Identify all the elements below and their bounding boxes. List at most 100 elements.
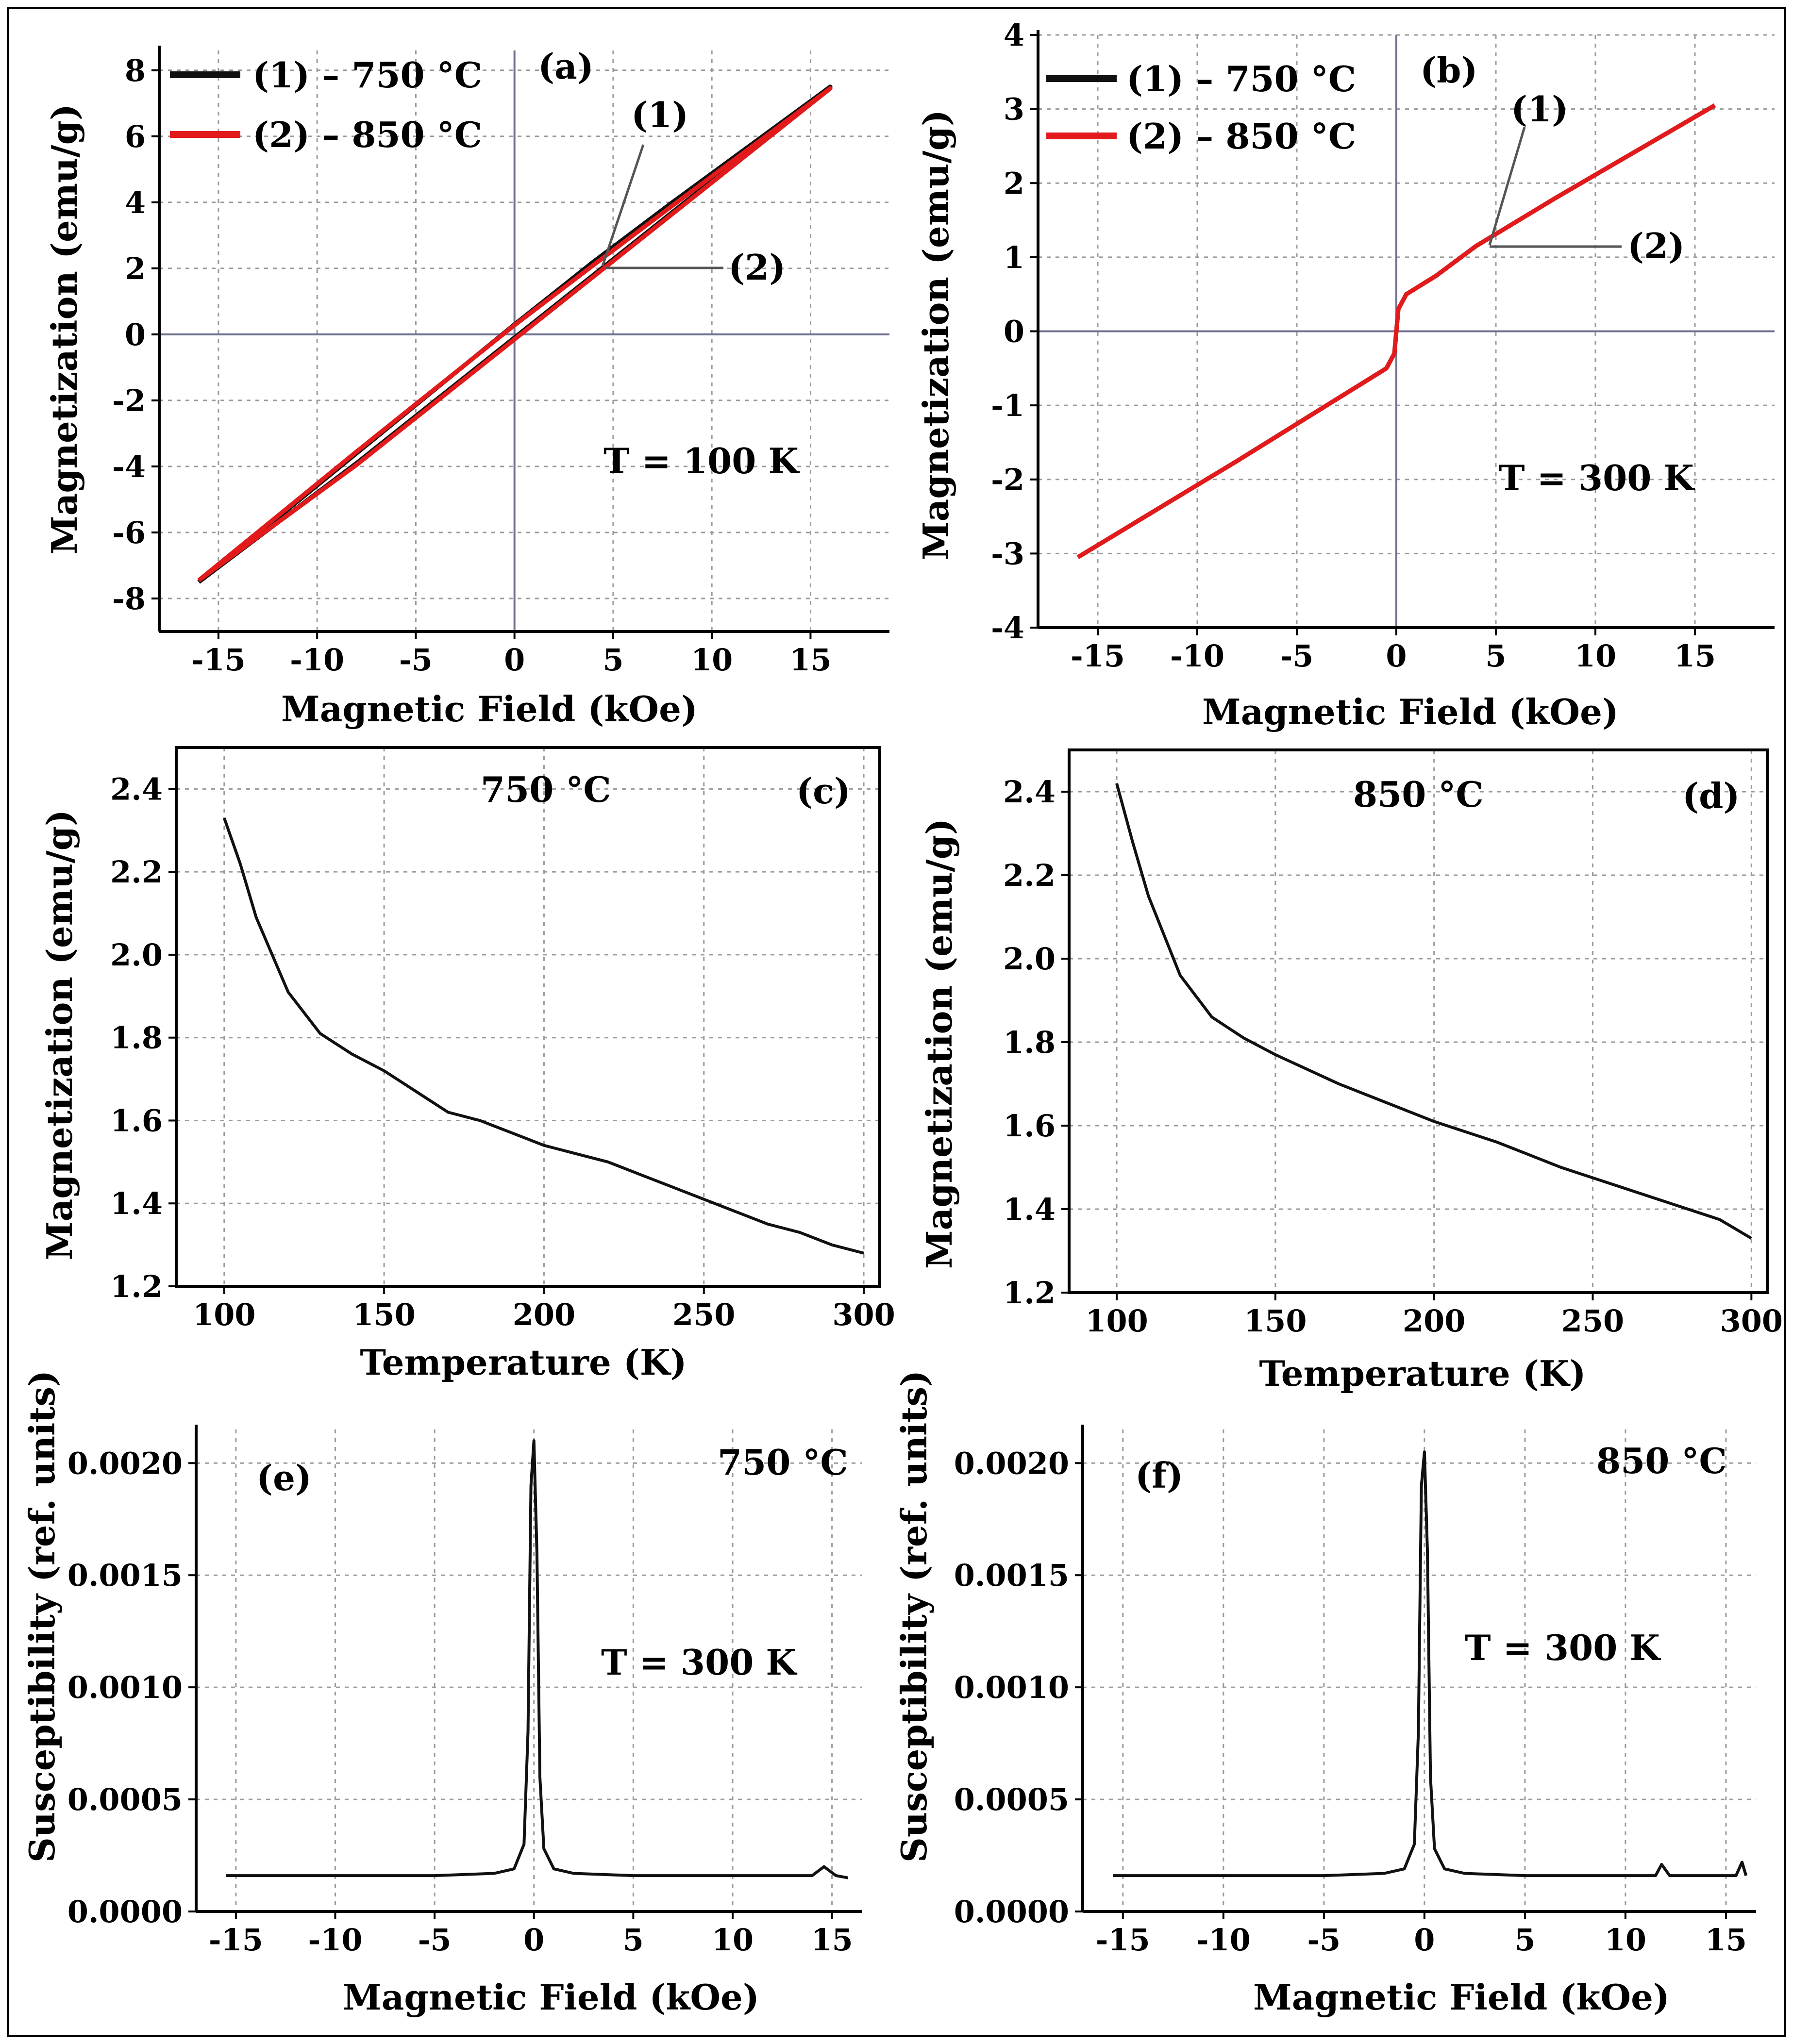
panel-a-xtick-label-1: -10 [290,642,344,678]
panel-d-frame [1068,748,1769,1294]
panel-d-ticks: 100 150 200 250 300 1.2 1.4 1.6 1.8 2.0 2.2 2.4 [1003,774,1783,1339]
panel-b-xtick-label-3: 0 [1386,638,1407,674]
panel-b-ytick-label-3: -1 [991,388,1024,423]
panel-c-xtick-label-0: 100 [193,1297,255,1332]
panel-a: -15 -10 -5 0 5 10 15 -8 -6 -4 -2 0 2 4 6 8 Magnetic Fie… [44,46,889,730]
panel-a-callout-2: (2) [728,247,786,288]
panel-b-ytick-label-1: -3 [991,536,1024,571]
panel-f-xlabel: Magnetic Field (kOe) [1253,1977,1670,2018]
panel-a-ylabel: Magnetization (emu/g) [44,104,85,554]
panel-c-series-1-line [222,817,864,1255]
panel-c-ticks: 100 150 200 250 300 1.2 1.4 1.6 1.8 2.0 2.2 2.4 [110,771,895,1332]
panel-a-xtick-label-2: -5 [399,642,433,678]
panel-b-xtick-label-0: -15 [1071,638,1125,674]
panel-b-xtick-label-5: 10 [1575,638,1616,674]
panel-b-callout-2: (2) [1627,225,1685,266]
panel-b-series-2-line [1076,103,1716,559]
panel-f-ytick-label-3: 0.0015 [954,1558,1069,1593]
panel-f-ytick-label-2: 0.0010 [954,1670,1069,1705]
panel-f-ytick-label-1: 0.0005 [954,1782,1069,1817]
panel-e-xlabel: Magnetic Field (kOe) [343,1977,759,2018]
panel-c-xtick-label-4: 300 [832,1297,895,1332]
panel-f-xtick-label-2: -5 [1307,1922,1341,1958]
panel-f-xtick-label-6: 15 [1705,1922,1747,1958]
panel-b-xtick-label-1: -10 [1170,638,1224,674]
panel-e-ytick-label-3: 0.0015 [67,1558,183,1593]
panel-e-ticks: -15 -10 -5 0 5 10 15 0.0000 0.0005 0.0010 0.0015 0.… [67,1446,853,1958]
panel-a-callout-1: (1) [631,94,688,135]
panel-c-label: (c) [796,770,851,812]
panel-e-label: (e) [256,1457,312,1498]
panel-d-ytick-label-4: 2.0 [1003,941,1056,977]
panel-f-annotation: T = 300 K [1465,1627,1661,1668]
panel-d-xtick-label-3: 250 [1561,1303,1624,1339]
panel-f-title: 850 °C [1596,1440,1727,1481]
panel-d: 100 150 200 250 300 1.2 1.4 1.6 1.8 2.0 2.2 2.4 Tem… [919,748,1783,1394]
panel-a-xtick-label-0: -15 [191,642,246,678]
figure-frame [7,7,1786,2037]
panel-a-ytick-label-3: -2 [112,383,146,418]
panel-b-legend-2: (2) – 850 °C [1126,116,1356,157]
panel-d-ytick-label-2: 1.6 [1003,1108,1056,1144]
panel-b-callout-1: (1) [1511,88,1568,130]
panel-f-xtick-label-5: 10 [1605,1922,1646,1958]
panel-e-xtick-label-3: 0 [523,1922,544,1958]
panel-d-grid [1069,750,1767,1294]
panel-a-series [197,84,833,584]
panel-c-ytick-label-1: 1.4 [110,1186,163,1221]
panel-c-ytick-label-0: 1.2 [110,1269,163,1304]
panel-e-series [226,1439,848,1879]
panel-c-ytick-label-5: 2.2 [110,854,163,890]
panel-b-ylabel: Magnetization (emu/g) [915,110,956,560]
panel-c-ytick-label-4: 2.0 [110,937,163,973]
panel-a-xtick-label-6: 15 [789,642,831,678]
panel-c-grid [176,748,880,1287]
panel-b-ytick-label-0: -4 [991,610,1024,646]
panel-f-ticks: -15 -10 -5 0 5 10 15 0.0000 0.0005 0.0010 0.0015 0.… [954,1446,1747,1958]
panel-a-legend-2: (2) – 850 °C [252,114,482,155]
panel-e-xtick-label-2: -5 [418,1922,452,1958]
panel-f-label: (f) [1135,1455,1183,1496]
panel-b-xtick-label-2: -5 [1280,638,1314,674]
panel-c-ylabel: Magnetization (emu/g) [39,810,80,1260]
panel-f-xtick-label-0: -15 [1096,1922,1150,1958]
panel-d-series [1115,783,1752,1240]
panel-d-xtick-label-0: 100 [1085,1303,1148,1339]
panel-d-ylabel: Magnetization (emu/g) [919,818,960,1269]
panel-e-ytick-label-4: 0.0020 [67,1446,183,1481]
panel-b-ytick-label-4: 0 [1004,314,1024,349]
panel-c-ytick-label-6: 2.4 [110,771,163,807]
panel-c-series [222,817,864,1255]
panel-a-ytick-label-7: 6 [125,119,146,154]
panel-c-xtick-label-1: 150 [352,1297,415,1332]
panel-c-ytick-label-2: 1.6 [110,1103,163,1138]
panel-f-ytick-label-0: 0.0000 [954,1894,1069,1929]
panel-c-xlabel: Temperature (K) [360,1342,687,1383]
panel-d-xlabel: Temperature (K) [1259,1353,1586,1394]
panel-e-series-1-line [226,1439,848,1879]
panel-d-xtick-label-1: 150 [1244,1303,1307,1339]
panel-b-ytick-label-7: 3 [1004,92,1024,127]
panel-d-label: (d) [1682,775,1740,816]
panel-d-ytick-label-6: 2.4 [1003,774,1056,810]
panel-d-xtick-label-2: 200 [1403,1303,1465,1339]
panel-a-legend-1: (1) – 750 °C [252,54,482,96]
panel-e-ytick-label-2: 0.0010 [67,1670,183,1705]
panel-f: -15 -10 -5 0 5 10 15 0.0000 0.0005 0.0010 0.0015 0.… [893,1370,1756,2018]
panel-a-ytick-label-4: 0 [125,317,146,352]
panel-a-series-2-line [197,86,833,582]
panel-e-ytick-label-0: 0.0000 [67,1894,183,1929]
panel-a-ticks: -15 -10 -5 0 5 10 15 -8 -6 -4 -2 0 2 4 6 8 [112,53,831,678]
panel-e: -15 -10 -5 0 5 10 15 0.0000 0.0005 0.0010 0.0015 0.… [21,1370,862,2018]
panel-a-ytick-label-1: -6 [112,515,146,550]
panel-f-ylabel: Susceptibility (ref. units) [893,1370,935,1862]
panel-e-xtick-label-0: -15 [209,1922,263,1958]
panel-f-series [1113,1450,1748,1878]
panel-c: 100 150 200 250 300 1.2 1.4 1.6 1.8 2.0 2.2 2.4 Tem… [39,746,895,1383]
panel-c-frame [175,746,881,1288]
panel-d-ytick-label-1: 1.4 [1003,1192,1056,1227]
panel-a-xtick-label-3: 0 [504,642,525,678]
panel-b-callout-1-leader [1488,127,1526,246]
